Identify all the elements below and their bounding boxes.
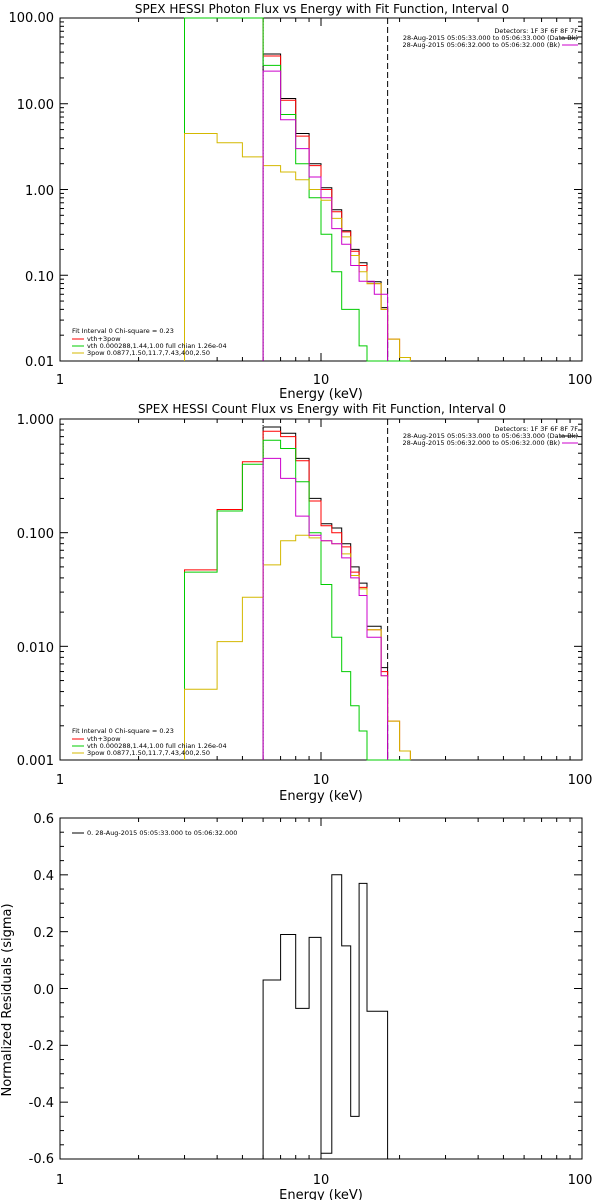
photon-data-interval-label: 28-Aug-2015 05:05:33.000 to 05:06:33.000… xyxy=(403,34,578,42)
residuals-series-line-0 xyxy=(262,874,389,1159)
photon-legend-label-1: vth+3pow xyxy=(87,335,121,343)
count-series-line-0 xyxy=(262,426,389,760)
count-x-tick-10: 10 xyxy=(313,773,330,788)
count-detector-info: Detectors: 1F 3F 6F 8F 7F 28-Aug-2015 05… xyxy=(403,425,579,447)
photon-y-tick-100: 100.00 xyxy=(9,11,55,26)
count-legend-label-1: vth+3pow xyxy=(87,735,121,743)
photon-legend: Fit Interval 0 Chi-square = 0.23 vth+3po… xyxy=(72,327,227,357)
count-minor-ticks xyxy=(59,418,583,761)
photon-series-line-1 xyxy=(184,17,411,361)
photon-flux-panel: SPEX HESSI Photon Flux vs Energy with Fi… xyxy=(9,2,593,402)
photon-y-tick-10: 10.00 xyxy=(17,98,54,113)
residuals-legend: 0. 28-Aug-2015 05:05:33.000 to 05:06:32.… xyxy=(72,829,237,837)
count-legend: Fit Interval 0 Chi-square = 0.23 vth+3po… xyxy=(72,727,227,757)
photon-series-line-4 xyxy=(262,70,389,361)
residuals-legend-label: 0. 28-Aug-2015 05:05:33.000 to 05:06:32.… xyxy=(87,829,237,837)
residuals-y-ticks: 0.6 0.4 0.2 0.0 -0.2 -0.4 -0.6 xyxy=(29,812,54,1167)
residuals-x-ticks: 1 10 100 xyxy=(56,1173,593,1188)
photon-x-tick-1: 1 xyxy=(56,373,64,388)
count-flux-panel: SPEX HESSI Count Flux vs Energy with Fit… xyxy=(17,402,593,804)
count-detectors-label: Detectors: 1F 3F 6F 8F 7F xyxy=(494,425,578,433)
residuals-minor-ticks xyxy=(59,817,583,1160)
count-vlines xyxy=(262,419,389,760)
residuals-x-tick-1: 1 xyxy=(56,1173,64,1188)
count-series-line-4 xyxy=(262,457,389,760)
count-y-ticks: 1.000 0.100 0.010 0.001 xyxy=(17,413,54,769)
photon-x-ticks: 1 10 100 xyxy=(56,373,593,388)
count-legend-label-2: vth 0.000288,1.44,1.00 full chian 1.26e-… xyxy=(87,742,227,750)
count-y-tick-0.1: 0.100 xyxy=(17,527,54,542)
residuals-y-tick-minus-0.6: -0.6 xyxy=(29,1152,54,1167)
count-x-ticks: 1 10 100 xyxy=(56,773,593,788)
count-data-interval-label: 28-Aug-2015 05:05:33.000 to 05:06:33.000… xyxy=(403,432,578,440)
count-fit-label: Fit Interval 0 Chi-square = 0.23 xyxy=(72,727,174,735)
residuals-x-tick-100: 100 xyxy=(568,1173,593,1188)
count-y-tick-1: 1.000 xyxy=(17,413,54,428)
count-flux-title: SPEX HESSI Count Flux vs Energy with Fit… xyxy=(138,402,506,416)
residuals-x-tick-10: 10 xyxy=(313,1173,330,1188)
count-y-tick-0.01: 0.010 xyxy=(17,641,54,656)
photon-legend-label-2: vth 0.000288,1.44,1.00 full chian 1.26e-… xyxy=(87,342,227,350)
residuals-y-tick-minus-0.2: -0.2 xyxy=(29,1039,54,1054)
count-x-axis-label: Energy (keV) xyxy=(279,789,363,804)
photon-y-ticks: 100.00 10.00 1.00 0.10 0.01 xyxy=(9,11,55,370)
photon-x-tick-10: 10 xyxy=(313,373,330,388)
residuals-y-axis-label: Normalized Residuals (sigma) xyxy=(0,903,15,1096)
count-x-tick-100: 100 xyxy=(568,773,593,788)
count-y-tick-0.001: 0.001 xyxy=(17,754,54,769)
photon-bk-interval-label: 28-Aug-2015 05:06:32.000 to 05:06:32.000… xyxy=(403,41,560,49)
photon-y-tick-1: 1.00 xyxy=(25,184,54,199)
count-bk-interval-label: 28-Aug-2015 05:06:32.000 to 05:06:32.000… xyxy=(403,439,560,447)
count-series-line-3 xyxy=(184,534,411,760)
count-plot-frame xyxy=(59,418,583,761)
photon-flux-title: SPEX HESSI Photon Flux vs Energy with Fi… xyxy=(135,2,509,16)
residuals-x-axis-label: Energy (keV) xyxy=(279,1188,363,1200)
photon-legend-label-3: 3pow 0.0877,1.50,11.7,7.43,400,2.50 xyxy=(87,349,210,357)
count-series-line-1 xyxy=(184,430,411,760)
photon-fit-label: Fit Interval 0 Chi-square = 0.23 xyxy=(72,327,174,335)
residuals-panel: 1 10 100 Energy (keV) Normalized Residua… xyxy=(0,812,592,1200)
photon-detectors-label: Detectors: 1F 3F 6F 8F 7F xyxy=(494,27,578,35)
photon-y-tick-0.01: 0.01 xyxy=(25,355,54,370)
residuals-y-tick-0.2: 0.2 xyxy=(33,926,54,941)
photon-series xyxy=(184,17,411,362)
residuals-y-tick-0.6: 0.6 xyxy=(33,812,54,827)
count-x-tick-1: 1 xyxy=(56,773,64,788)
count-legend-label-3: 3pow 0.0877,1.50,11.7,7.43,400,2.50 xyxy=(87,749,210,757)
photon-detector-info: Detectors: 1F 3F 6F 8F 7F 28-Aug-2015 05… xyxy=(403,27,579,49)
count-series xyxy=(184,426,411,761)
residuals-y-tick-0.4: 0.4 xyxy=(33,869,54,884)
photon-x-tick-100: 100 xyxy=(568,373,593,388)
photon-x-axis-label: Energy (keV) xyxy=(279,387,363,402)
residuals-y-tick-minus-0.4: -0.4 xyxy=(29,1096,54,1111)
photon-y-tick-0.1: 0.10 xyxy=(25,270,54,285)
residuals-y-tick-0.0: 0.0 xyxy=(33,983,54,998)
residuals-series xyxy=(262,874,389,1159)
photon-series-line-3 xyxy=(184,133,411,361)
count-series-line-2 xyxy=(184,439,411,761)
photon-series-line-2 xyxy=(184,17,411,362)
